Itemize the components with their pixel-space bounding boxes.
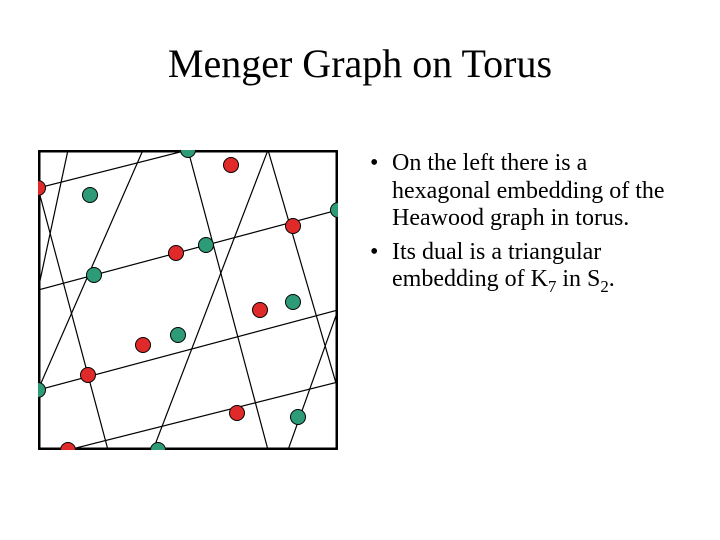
subscript: 2 — [600, 277, 608, 296]
bullet-item: On the left there is a hexagonal embeddi… — [370, 150, 690, 233]
bullet-list: On the left there is a hexagonal embeddi… — [370, 150, 690, 294]
bullet-text: . — [609, 266, 615, 292]
page-title: Menger Graph on Torus — [0, 40, 720, 87]
bullet-text: in S — [556, 266, 600, 292]
diagram-svg — [38, 150, 338, 450]
bullet-text: On the left there is a hexagonal embeddi… — [392, 150, 665, 231]
body-text: On the left there is a hexagonal embeddi… — [370, 150, 690, 300]
slide: Menger Graph on Torus On the left there … — [0, 0, 720, 540]
torus-diagram — [38, 150, 338, 450]
bullet-item: Its dual is a triangular embedding of K7… — [370, 239, 690, 294]
